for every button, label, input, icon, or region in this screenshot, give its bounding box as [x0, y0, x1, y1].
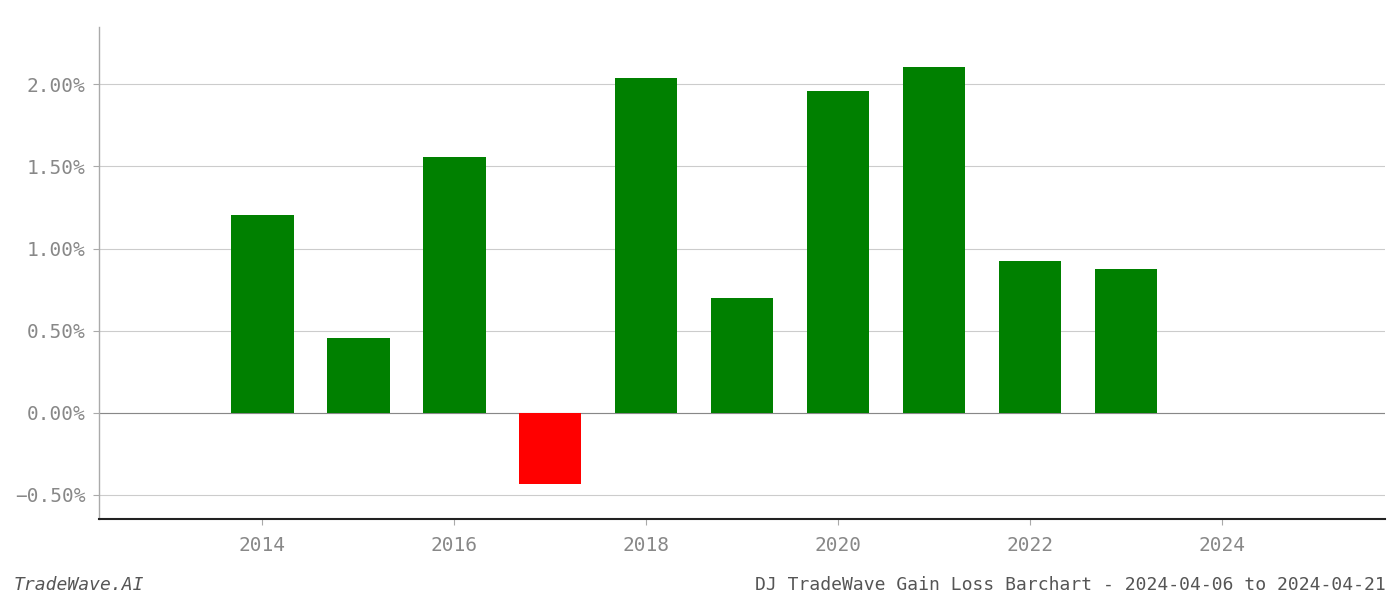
Bar — [711, 298, 773, 413]
Bar — [615, 78, 678, 413]
Text: DJ TradeWave Gain Loss Barchart - 2024-04-06 to 2024-04-21: DJ TradeWave Gain Loss Barchart - 2024-0… — [755, 576, 1386, 594]
Bar — [903, 67, 965, 413]
Text: TradeWave.AI: TradeWave.AI — [14, 576, 144, 594]
Bar — [328, 338, 389, 413]
Bar — [519, 413, 581, 484]
Bar — [1095, 269, 1158, 413]
Bar — [806, 91, 869, 413]
Bar — [998, 262, 1061, 413]
Bar — [423, 157, 486, 413]
Bar — [231, 215, 294, 413]
